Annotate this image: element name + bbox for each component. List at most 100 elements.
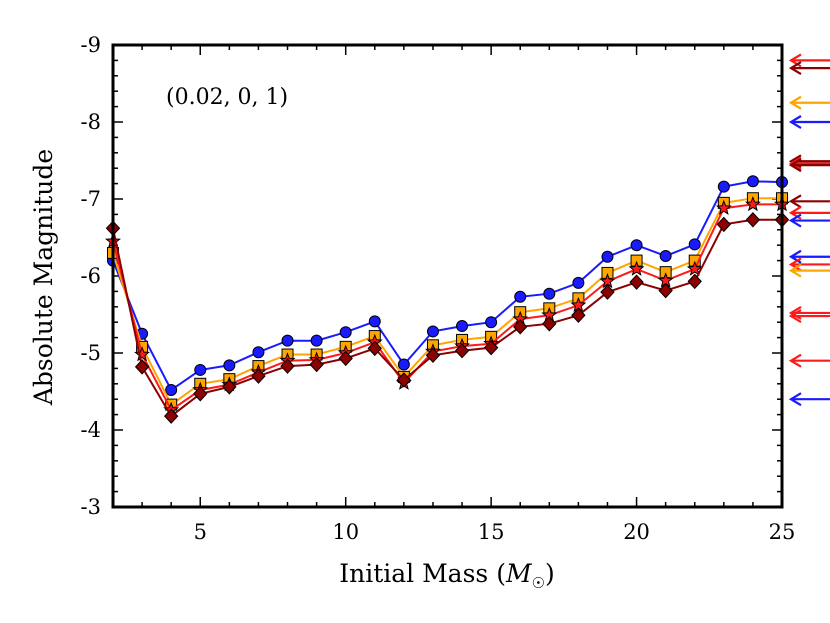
data-point — [514, 290, 527, 303]
x-tick-label: 10 — [332, 520, 359, 544]
data-point — [252, 346, 265, 359]
x-tick-label: 5 — [194, 520, 207, 544]
data-point — [193, 386, 208, 402]
limit-arrow-head — [788, 194, 802, 209]
x-axis-label-close: ) — [545, 559, 555, 588]
data-point — [368, 315, 381, 328]
limit-arrow — [788, 95, 830, 110]
x-tick-label: 20 — [623, 520, 650, 544]
data-point — [599, 272, 616, 289]
limit-arrow — [788, 158, 830, 173]
data-point — [601, 250, 614, 263]
series-layer — [104, 175, 791, 424]
series-line — [112, 197, 782, 407]
data-point — [222, 379, 237, 395]
x-axis-label: Initial Mass (M☉) — [339, 559, 555, 592]
data-point — [194, 363, 207, 376]
data-point — [571, 307, 586, 324]
limit-arrow-head — [788, 263, 802, 278]
data-point — [542, 316, 557, 332]
data-point — [223, 359, 236, 372]
data-point — [628, 260, 645, 276]
limit-arrow-head — [788, 158, 802, 173]
limit-arrow — [788, 115, 830, 129]
y-tick-label: -9 — [81, 33, 101, 57]
y-axis-label: Absolute Magnitude — [29, 149, 58, 406]
data-point — [134, 359, 150, 375]
series-blue — [107, 175, 788, 396]
x-tick-label: 15 — [478, 520, 505, 544]
data-point — [425, 347, 441, 364]
limit-arrow-head — [788, 115, 802, 129]
data-point — [485, 316, 498, 329]
limit-arrow-head — [788, 353, 802, 368]
series-orange — [107, 192, 788, 411]
limit-arrow — [788, 213, 830, 228]
y-tick-label: -5 — [81, 341, 101, 365]
limit-arrow — [788, 156, 830, 171]
upper-limit-arrows — [788, 53, 830, 407]
data-point — [715, 199, 732, 216]
y-tick-label: -4 — [81, 418, 101, 442]
limit-arrow-head — [788, 309, 802, 323]
limit-arrow — [788, 257, 830, 272]
data-point — [716, 216, 732, 233]
data-point — [251, 368, 266, 384]
axis-ticks — [112, 44, 783, 508]
data-point — [280, 358, 295, 374]
data-point — [543, 287, 556, 300]
limit-arrow-head — [788, 61, 802, 76]
limit-arrow — [788, 263, 830, 278]
limit-arrow-head — [788, 156, 802, 171]
y-tick-label: -7 — [81, 187, 101, 211]
data-point — [454, 342, 470, 359]
data-point — [309, 356, 324, 373]
data-point — [483, 339, 499, 356]
limit-arrow — [788, 353, 830, 368]
x-axis-label-subscript: ☉ — [532, 574, 545, 592]
data-point — [686, 260, 703, 276]
series-dark-red — [105, 212, 790, 424]
y-tick-label: -3 — [81, 495, 101, 519]
limit-arrow-head — [788, 257, 802, 272]
data-point — [134, 346, 151, 362]
series-line — [112, 203, 782, 412]
data-point — [163, 408, 179, 424]
data-point — [513, 319, 528, 335]
x-tick-label: 25 — [769, 520, 796, 544]
data-point — [572, 276, 585, 289]
limit-arrow-head — [788, 95, 802, 110]
data-point — [745, 212, 761, 228]
data-point — [310, 334, 323, 347]
data-point — [396, 372, 412, 388]
limit-arrow-head — [788, 392, 802, 407]
data-point — [426, 325, 439, 338]
data-point — [281, 334, 294, 347]
x-axis-label-main: Initial Mass ( — [339, 559, 506, 588]
data-point — [687, 273, 702, 290]
y-tick-label: -6 — [81, 264, 101, 288]
data-point — [339, 326, 352, 339]
data-point — [165, 383, 178, 396]
y-tick-label: -8 — [81, 110, 101, 134]
data-point — [367, 340, 382, 357]
limit-arrow — [788, 61, 830, 76]
limit-arrow — [788, 392, 830, 407]
limit-arrow — [788, 194, 830, 209]
data-point — [659, 249, 672, 262]
data-point — [746, 175, 759, 188]
data-point — [629, 274, 644, 290]
data-point — [658, 282, 673, 299]
data-point — [338, 350, 353, 367]
data-point — [600, 284, 615, 300]
data-point — [688, 238, 701, 251]
plot-frame — [111, 43, 784, 509]
data-point — [717, 180, 730, 193]
limit-arrow — [788, 309, 830, 323]
limit-arrow-head — [788, 213, 802, 228]
x-axis-label-symbol: M — [505, 559, 533, 588]
parameter-annotation: (0.02, 0, 1) — [166, 85, 288, 110]
tick-labels: 5 10 15 20 25 -3 -4 -5 -6 -7 -8 -9 — [81, 33, 796, 544]
data-point — [397, 358, 410, 371]
